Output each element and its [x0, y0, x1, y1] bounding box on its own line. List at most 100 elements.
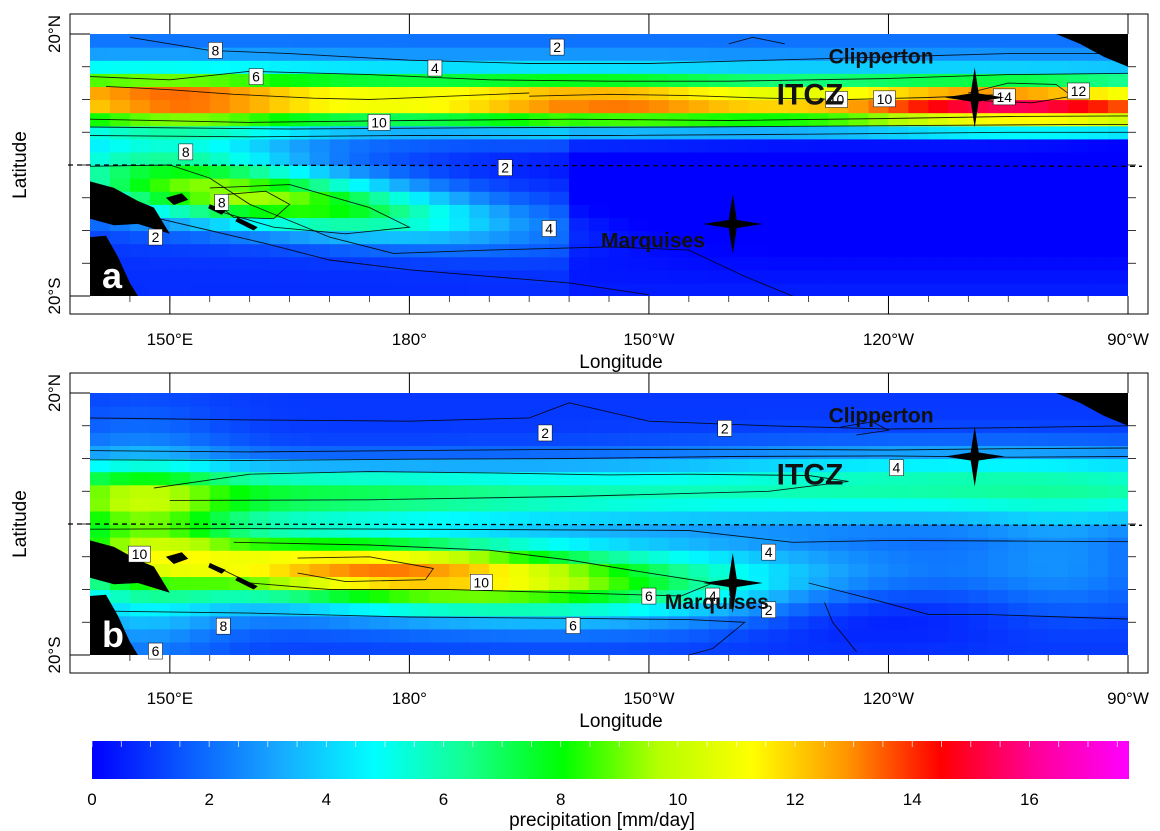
field-cell [269, 471, 291, 486]
field-cell [848, 165, 870, 179]
field-cell [928, 165, 949, 179]
field-cell [728, 615, 750, 630]
contour-label-box [128, 545, 151, 563]
lon-tick-label: 150°W [623, 330, 674, 349]
field-cell [529, 641, 550, 655]
field-cell [628, 217, 650, 232]
field-cell [609, 615, 630, 630]
marquises-star-icon [702, 193, 763, 254]
colorbar-ticks [91, 741, 1118, 747]
contour-label-box [541, 220, 557, 237]
field-cell [409, 484, 430, 499]
field-cell [1108, 550, 1128, 564]
field-cell [149, 256, 171, 271]
field-cell [648, 537, 670, 551]
colorbar-tick-labels: 0 2 4 6 8 10 12 14 16 [87, 790, 1039, 809]
field-cell [888, 73, 910, 87]
field-cell [1048, 256, 1069, 271]
field-cell [549, 550, 570, 564]
field-cell [848, 445, 870, 460]
field-cell [549, 204, 570, 218]
field-cell [429, 47, 450, 61]
field-cell [948, 217, 969, 232]
field-cell [1028, 151, 1049, 166]
field-cell [928, 497, 949, 512]
field-cell [928, 406, 949, 420]
field-cell [808, 641, 830, 655]
field-cell [469, 524, 490, 538]
field-cell [808, 628, 830, 643]
field-cell [828, 60, 850, 74]
field-cell [628, 576, 650, 591]
field-cell [389, 615, 410, 630]
field-cell [948, 510, 969, 525]
field-cell [269, 151, 291, 166]
field-cell [309, 419, 331, 433]
field-cell [589, 628, 610, 643]
field-cell [369, 99, 391, 114]
field-cell [389, 458, 410, 473]
field-cell [329, 563, 351, 577]
field-cell [189, 458, 211, 473]
field-cell [269, 73, 291, 87]
field-cell [589, 282, 610, 296]
field-cell [628, 484, 650, 499]
field-cell [1068, 138, 1089, 153]
field-cell [1028, 497, 1049, 512]
field-cell [668, 419, 690, 433]
field-cell [489, 99, 510, 114]
field-cell [529, 602, 550, 617]
field-cell [1028, 73, 1049, 87]
field-cell [449, 589, 470, 604]
field-cell [648, 138, 670, 153]
field-cell [928, 243, 949, 258]
field-cell [269, 537, 291, 551]
field-cell [309, 497, 331, 512]
field-cell [529, 178, 550, 192]
field-cell [429, 524, 450, 538]
field-cell [748, 269, 770, 284]
field-cell [189, 282, 211, 296]
land-mass [90, 594, 138, 655]
field-cell [1008, 256, 1029, 271]
field-cell [509, 602, 530, 617]
lat-tick-label: 20°S [45, 636, 64, 673]
field-cell [868, 484, 890, 499]
field-cell [648, 615, 670, 630]
field-cell [808, 537, 830, 551]
clipperton-label: Clipperton [829, 45, 934, 68]
field-cell [928, 641, 949, 655]
field-cell [489, 458, 510, 473]
field-cell [1088, 86, 1109, 101]
field-cell [269, 445, 291, 460]
field-cell [90, 34, 111, 48]
field-cell [409, 641, 430, 655]
field-cell [509, 217, 530, 232]
field-cell [589, 191, 610, 205]
field-cell [589, 445, 610, 460]
field-cell [868, 458, 890, 473]
field-cell [808, 550, 830, 564]
field-cell [668, 60, 690, 74]
field-cell [409, 589, 430, 604]
field-cell [1008, 563, 1029, 577]
field-cell [149, 47, 171, 61]
field-cell [249, 471, 271, 486]
contour-label: 6 [641, 587, 657, 605]
field-cell [349, 524, 371, 538]
field-cell [728, 47, 750, 61]
field-cell [589, 230, 610, 245]
field-cell [1028, 282, 1049, 296]
field-cell [569, 471, 590, 486]
field-cell [828, 406, 850, 420]
field-cell [329, 60, 351, 74]
field-cell [688, 191, 710, 205]
field-cell [1108, 641, 1128, 655]
field-cell [1088, 191, 1109, 205]
field-cell [688, 256, 710, 271]
colorbar-tick-label: 14 [903, 790, 922, 809]
field-cell [788, 99, 810, 114]
field-cell [209, 73, 231, 87]
field-cell [469, 256, 490, 271]
field-cell [848, 615, 870, 630]
